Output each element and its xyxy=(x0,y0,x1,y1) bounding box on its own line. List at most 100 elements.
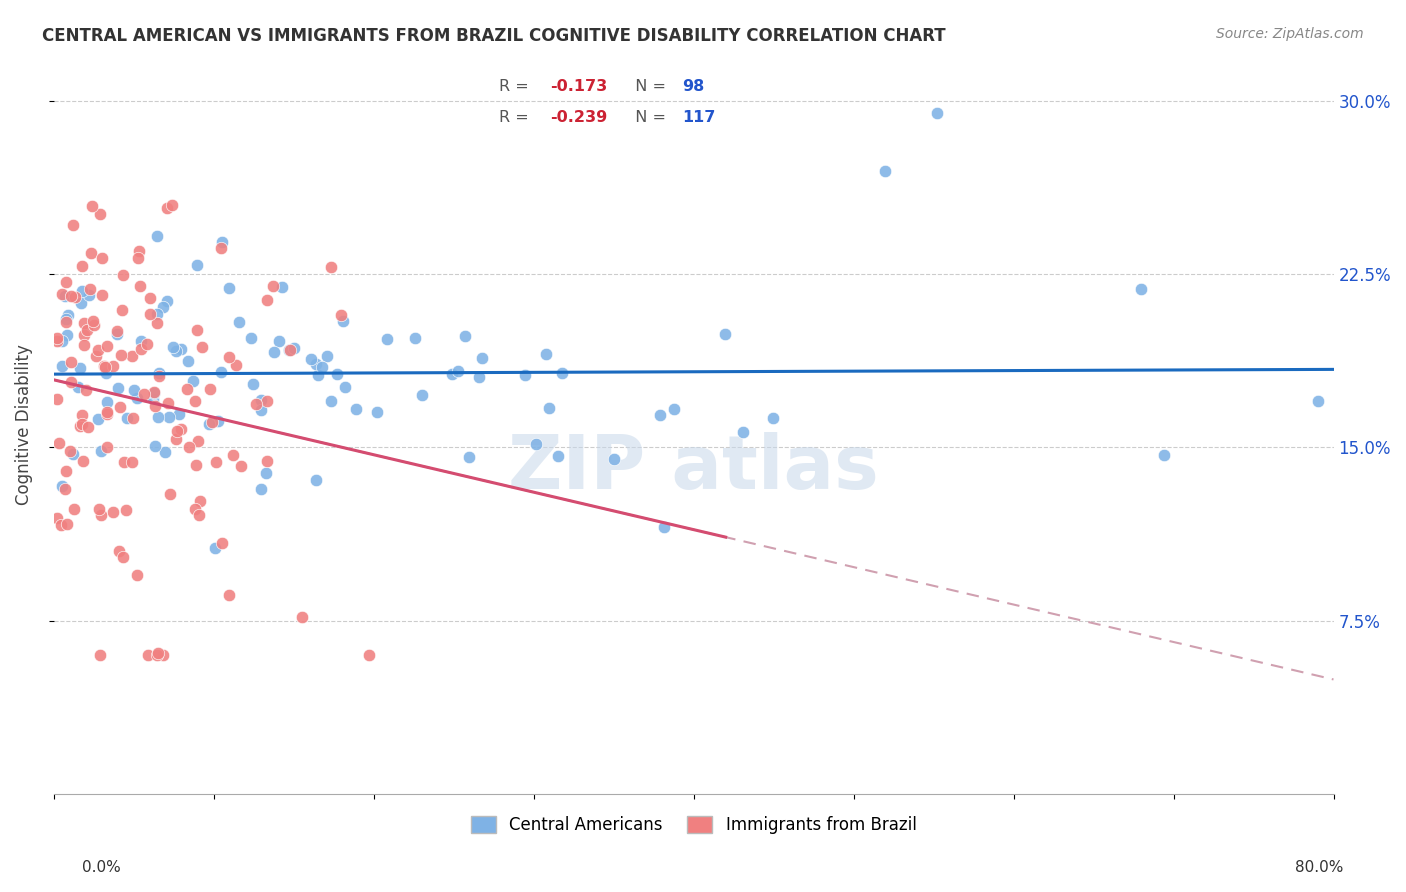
Point xyxy=(63,502,86,516)
Point xyxy=(1153,448,1175,462)
Point xyxy=(731,425,754,439)
Point xyxy=(111,302,134,317)
Point xyxy=(51,359,73,373)
Point xyxy=(207,414,229,428)
Point xyxy=(127,568,149,582)
Point xyxy=(48,435,70,450)
Point xyxy=(411,388,433,402)
Point xyxy=(875,163,897,178)
Point xyxy=(221,448,243,462)
Point xyxy=(283,341,305,355)
Point xyxy=(524,437,547,451)
Point xyxy=(122,411,145,425)
Point xyxy=(159,410,181,425)
Point xyxy=(160,198,183,212)
Point xyxy=(56,308,79,322)
Point xyxy=(186,258,208,272)
Point xyxy=(190,493,212,508)
Point xyxy=(440,368,463,382)
Point xyxy=(108,544,131,558)
Point xyxy=(156,201,179,215)
Point xyxy=(165,433,187,447)
Point xyxy=(115,411,138,425)
Point xyxy=(90,508,112,523)
Point xyxy=(110,347,132,361)
Point xyxy=(60,289,83,303)
Point xyxy=(63,290,86,304)
Point xyxy=(311,360,333,375)
Point xyxy=(162,340,184,354)
Point xyxy=(127,391,149,405)
Point xyxy=(138,291,160,305)
Text: 0.0%: 0.0% xyxy=(82,861,121,875)
Point xyxy=(204,541,226,555)
Point xyxy=(46,392,69,406)
Point xyxy=(457,450,479,464)
Point xyxy=(538,401,561,416)
Point xyxy=(146,409,169,424)
Point xyxy=(62,218,84,232)
Point xyxy=(143,399,166,413)
Point xyxy=(332,314,354,328)
Point xyxy=(49,518,72,533)
Point xyxy=(167,407,190,421)
Point xyxy=(138,648,160,663)
Point xyxy=(536,347,558,361)
Point xyxy=(46,331,69,345)
Text: N =: N = xyxy=(624,78,671,94)
Point xyxy=(299,351,322,366)
Point xyxy=(93,359,115,373)
Point xyxy=(56,516,79,531)
Point xyxy=(59,443,82,458)
Point xyxy=(319,394,342,409)
Point xyxy=(305,357,328,371)
Point xyxy=(250,402,273,417)
Point xyxy=(254,466,277,480)
Point xyxy=(121,454,143,468)
Point xyxy=(53,482,76,496)
Point xyxy=(551,366,574,380)
Point xyxy=(96,395,118,409)
Point xyxy=(925,106,948,120)
Point xyxy=(315,350,337,364)
Point xyxy=(142,386,165,401)
Point xyxy=(143,439,166,453)
Point xyxy=(70,285,93,299)
Point xyxy=(156,293,179,308)
Point xyxy=(51,479,73,493)
Point xyxy=(152,301,174,315)
Point xyxy=(329,308,352,322)
Point xyxy=(218,588,240,602)
Point xyxy=(326,367,349,381)
Point xyxy=(73,316,96,330)
Point xyxy=(72,454,94,468)
Point xyxy=(90,444,112,458)
Point xyxy=(87,502,110,516)
Point xyxy=(184,502,207,516)
Point xyxy=(53,289,76,303)
Point xyxy=(291,610,314,624)
Point xyxy=(714,327,737,342)
Point xyxy=(142,392,165,406)
Point xyxy=(467,369,489,384)
Point xyxy=(108,401,131,415)
Point xyxy=(112,455,135,469)
Point xyxy=(321,260,343,274)
Text: 117: 117 xyxy=(682,110,716,125)
Point xyxy=(96,405,118,419)
Point xyxy=(242,376,264,391)
Point xyxy=(91,251,114,265)
Point xyxy=(59,375,82,389)
Point xyxy=(112,550,135,565)
Text: 98: 98 xyxy=(682,78,704,94)
Point xyxy=(73,328,96,343)
Text: N =: N = xyxy=(624,110,671,125)
Point xyxy=(375,332,398,346)
Point xyxy=(152,648,174,663)
Point xyxy=(263,345,285,359)
Point xyxy=(51,287,73,301)
Text: R =: R = xyxy=(499,78,534,94)
Point xyxy=(72,417,94,431)
Point xyxy=(66,380,89,394)
Point xyxy=(94,360,117,375)
